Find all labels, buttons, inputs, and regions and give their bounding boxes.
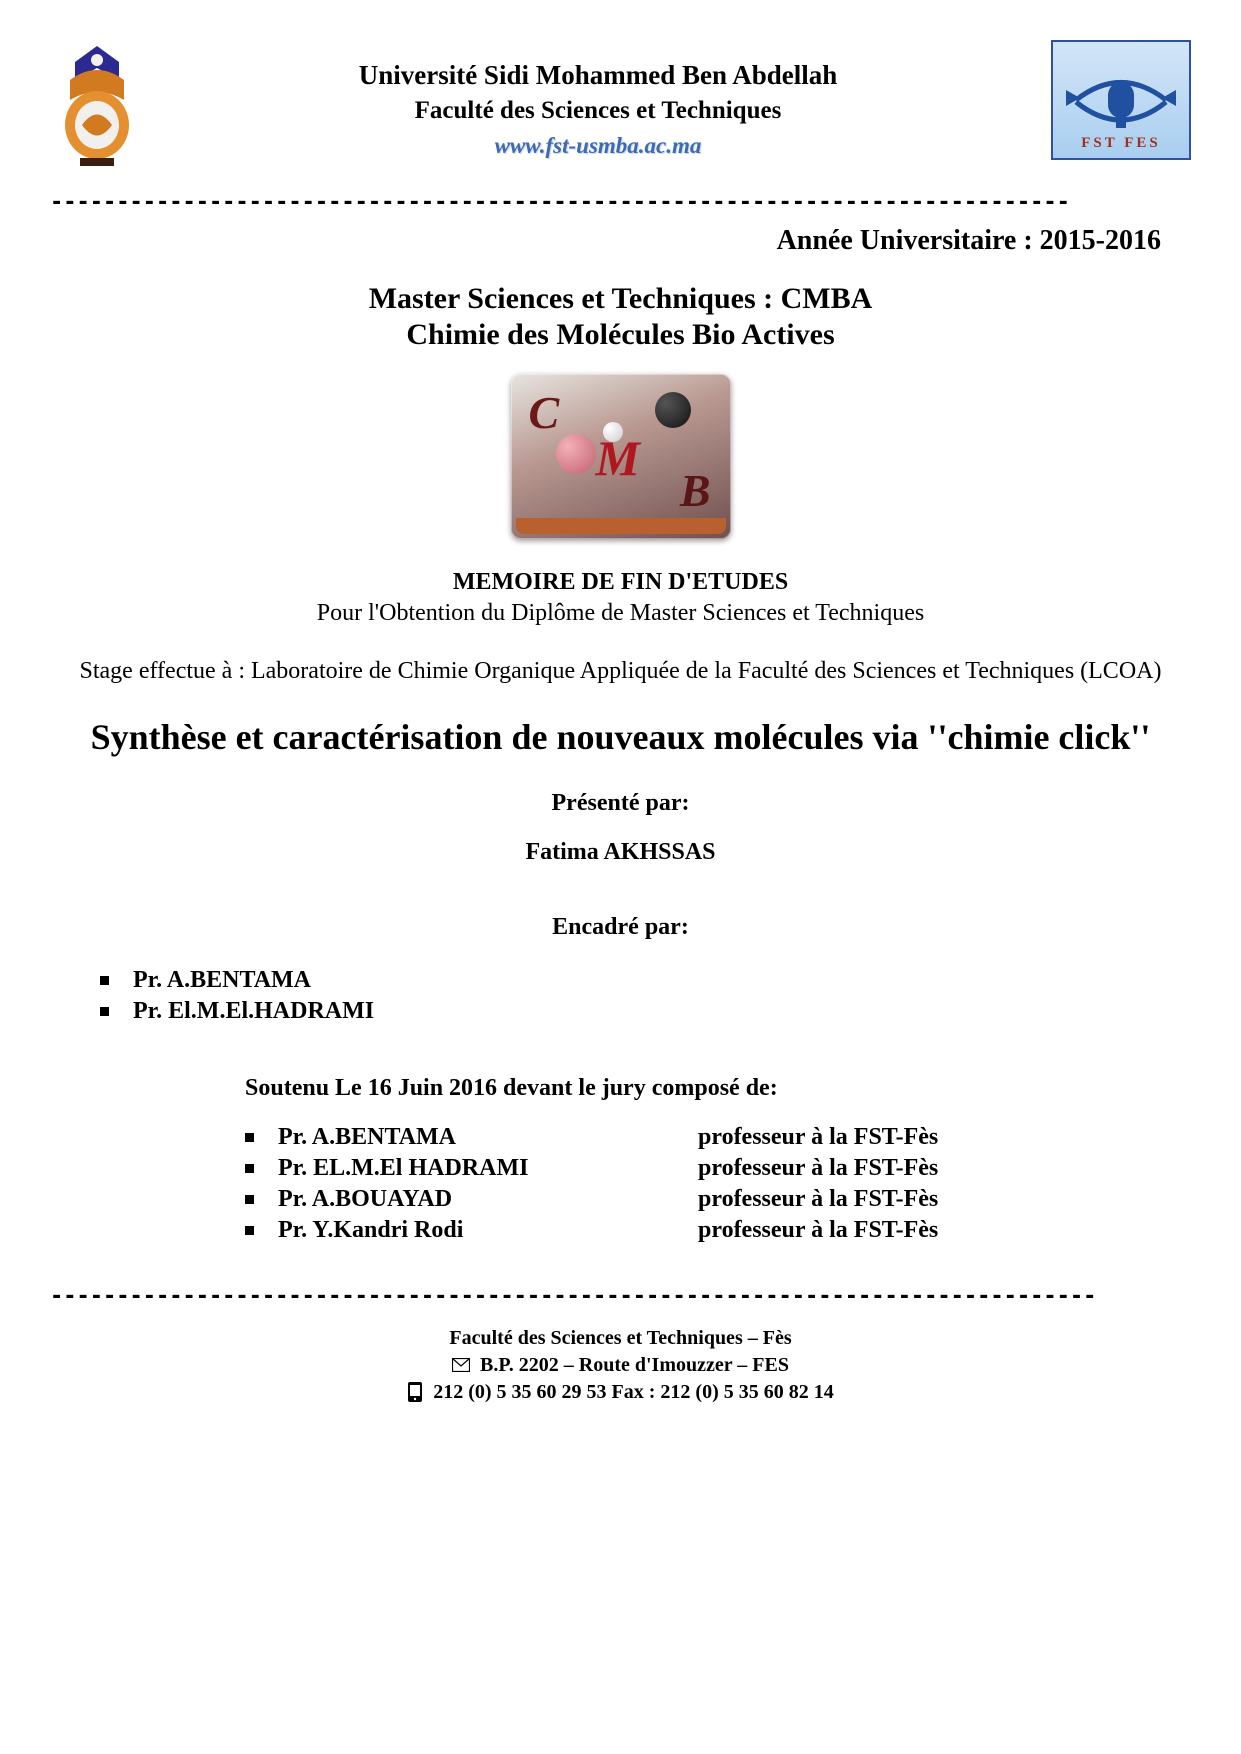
jury-name: Pr. A.BENTAMA	[278, 1124, 698, 1151]
obtention-text: Pour l'Obtention du Diplôme de Master Sc…	[50, 600, 1191, 627]
separator-top: ----------------------------------------…	[50, 190, 1191, 215]
footer-line3-text: 212 (0) 5 35 60 29 53 Fax : 212 (0) 5 35…	[433, 1381, 834, 1404]
square-bullet-icon	[100, 1007, 109, 1016]
footer-line2-text: B.P. 2202 – Route d'Imouzzer – FES	[480, 1354, 789, 1377]
jury-role: professeur à la FST-Fès	[698, 1217, 938, 1244]
fst-logo-right: FST FES	[1051, 40, 1191, 160]
jury-item: Pr. A.BOUAYAD professeur à la FST-Fès	[245, 1186, 1191, 1213]
faculty-name: Faculté des Sciences et Techniques	[145, 97, 1051, 125]
jury-item: Pr. A.BENTAMA professeur à la FST-Fès	[245, 1124, 1191, 1151]
document-header: Université Sidi Mohammed Ben Abdellah Fa…	[50, 40, 1191, 170]
presented-by-label: Présenté par:	[50, 790, 1191, 817]
jury-name: Pr. EL.M.El HADRAMI	[278, 1155, 698, 1182]
jury-role: professeur à la FST-Fès	[698, 1155, 938, 1182]
footer-faculty: Faculté des Sciences et Techniques – Fès	[50, 1327, 1191, 1350]
footer-line1-text: Faculté des Sciences et Techniques – Fès	[449, 1327, 791, 1350]
stage-text: Stage effectue à : Laboratoire de Chimie…	[50, 655, 1191, 687]
supervised-by-label: Encadré par:	[50, 914, 1191, 941]
defense-label: Soutenu Le 16 Juin 2016 devant le jury c…	[50, 1075, 1191, 1102]
supervisors-list: Pr. A.BENTAMA Pr. El.M.El.HADRAMI	[50, 967, 1191, 1025]
jury-list: Pr. A.BENTAMA professeur à la FST-Fès Pr…	[50, 1124, 1191, 1244]
square-bullet-icon	[245, 1133, 254, 1142]
cmb-letter-b: B	[680, 464, 711, 517]
separator-bottom: ----------------------------------------…	[50, 1284, 1191, 1309]
jury-role: professeur à la FST-Fès	[698, 1186, 938, 1213]
website-url: www.fst-usmba.ac.ma	[145, 133, 1051, 159]
program-line2: Chimie des Molécules Bio Actives	[50, 318, 1191, 352]
envelope-icon	[452, 1358, 470, 1372]
jury-name: Pr. A.BOUAYAD	[278, 1186, 698, 1213]
supervisor-item: Pr. El.M.El.HADRAMI	[100, 998, 1191, 1025]
footer-phone: 212 (0) 5 35 60 29 53 Fax : 212 (0) 5 35…	[50, 1381, 1191, 1404]
footer-address: B.P. 2202 – Route d'Imouzzer – FES	[50, 1354, 1191, 1377]
header-center: Université Sidi Mohammed Ben Abdellah Fa…	[145, 40, 1051, 159]
phone-icon	[407, 1382, 423, 1402]
memoire-heading: MEMOIRE DE FIN D'ETUDES	[50, 569, 1191, 596]
jury-item: Pr. Y.Kandri Rodi professeur à la FST-Fè…	[245, 1217, 1191, 1244]
fst-logo-label: FST FES	[1081, 135, 1161, 152]
program-line1: Master Sciences et Techniques : CMBA	[50, 282, 1191, 316]
supervisor-item: Pr. A.BENTAMA	[100, 967, 1191, 994]
cmb-logo: C M B	[511, 374, 731, 539]
jury-item: Pr. EL.M.El HADRAMI professeur à la FST-…	[245, 1155, 1191, 1182]
university-name: Université Sidi Mohammed Ben Abdellah	[145, 60, 1051, 91]
jury-role: professeur à la FST-Fès	[698, 1124, 938, 1151]
square-bullet-icon	[245, 1226, 254, 1235]
supervisor-name: Pr. El.M.El.HADRAMI	[133, 998, 374, 1025]
supervisor-name: Pr. A.BENTAMA	[133, 967, 311, 994]
square-bullet-icon	[245, 1195, 254, 1204]
cmb-letter-c: C	[529, 386, 560, 439]
cmb-letter-m: M	[596, 429, 640, 487]
academic-year: Année Universitaire : 2015-2016	[50, 225, 1191, 257]
jury-name: Pr. Y.Kandri Rodi	[278, 1217, 698, 1244]
square-bullet-icon	[245, 1164, 254, 1173]
square-bullet-icon	[100, 976, 109, 985]
footer: Faculté des Sciences et Techniques – Fès…	[50, 1327, 1191, 1404]
author-name: Fatima AKHSSAS	[50, 839, 1191, 866]
university-logo-left	[50, 40, 145, 170]
thesis-title: Synthèse et caractérisation de nouveaux …	[50, 713, 1191, 762]
